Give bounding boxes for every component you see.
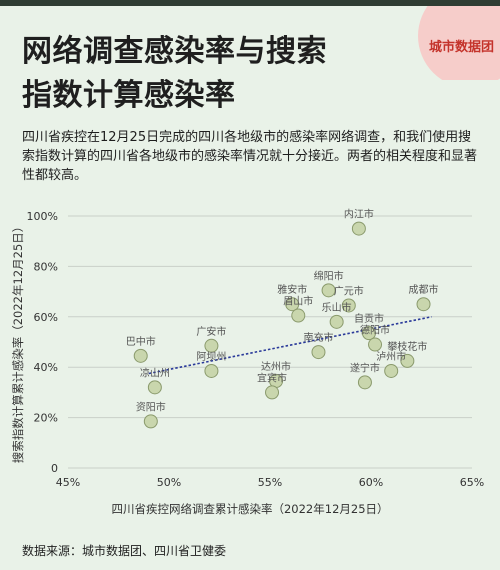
data-point [204,363,219,378]
point-label: 德阳市 [360,324,390,337]
point-label: 内江市 [344,208,374,221]
data-point [204,338,219,353]
data-point [321,283,336,298]
point-label: 宜宾市 [257,371,287,384]
x-tick-label: 55% [258,476,282,489]
brand-logo: 城市数据团 [404,6,500,80]
data-point [416,297,431,312]
data-point [357,375,372,390]
data-point [143,414,158,429]
x-tick-label: 45% [56,476,80,489]
data-point [265,385,280,400]
brand-name: 城市数据团 [428,40,494,55]
x-tick-label: 65% [460,476,484,489]
point-label: 资阳市 [136,400,166,413]
point-label: 乐山市 [322,301,352,314]
point-label: 攀枝花市 [387,340,427,353]
data-point [147,380,162,395]
title-line-2: 指数计算感染率 [22,78,236,113]
point-label: 阿坝州 [196,351,226,363]
point-label: 遂宁市 [350,361,380,374]
data-point [341,298,356,313]
y-tick-label: 100% [27,210,58,223]
y-tick-label: 60% [34,311,58,324]
data-point [133,348,148,363]
data-point [400,353,415,368]
point-label: 广元市 [334,284,364,297]
page-title: 网络调查感染率与搜索 指数计算感染率 [22,30,402,118]
x-tick-label: 60% [359,476,383,489]
point-label: 成都市 [409,283,439,296]
y-axis-label: 搜索指数计算累计感染率（2022年12月25日） [11,221,25,464]
point-label: 凉山州 [140,366,170,379]
y-tick-label: 80% [34,260,58,273]
data-point [329,314,344,329]
point-label: 眉山市 [283,295,313,308]
top-bar [0,0,500,6]
x-axis-label: 四川省疾控网络调查累计感染率（2022年12月25日） [111,502,388,516]
description: 四川省疾控在12月25日完成的四川各地级市的感染率网络调查，和我们使用搜索指数计… [22,130,478,183]
data-point [384,363,399,378]
data-point [361,326,376,341]
data-point [291,308,306,323]
trend-line [148,316,432,375]
y-tick-label: 40% [34,361,58,374]
data-point [368,337,383,352]
data-point [285,297,300,312]
y-tick-label: 20% [34,412,58,425]
x-tick-label: 50% [157,476,181,489]
point-label: 自贡市 [354,312,384,325]
data-point [351,221,366,236]
point-label: 雅安市 [277,283,307,296]
y-tick-label: 0 [51,462,58,475]
point-label: 绵阳市 [314,269,344,282]
data-point [311,345,326,360]
point-label: 巴中市 [126,335,156,348]
point-label: 达州市 [261,360,291,373]
title-line-1: 网络调查感染率与搜索 [22,34,327,69]
point-label: 南充市 [303,331,333,344]
data-source: 数据来源：城市数据团、四川省卫健委 [22,544,227,558]
point-label: 泸州市 [376,350,406,363]
point-label: 广安市 [196,325,226,338]
brand-logo-icon [418,6,500,80]
